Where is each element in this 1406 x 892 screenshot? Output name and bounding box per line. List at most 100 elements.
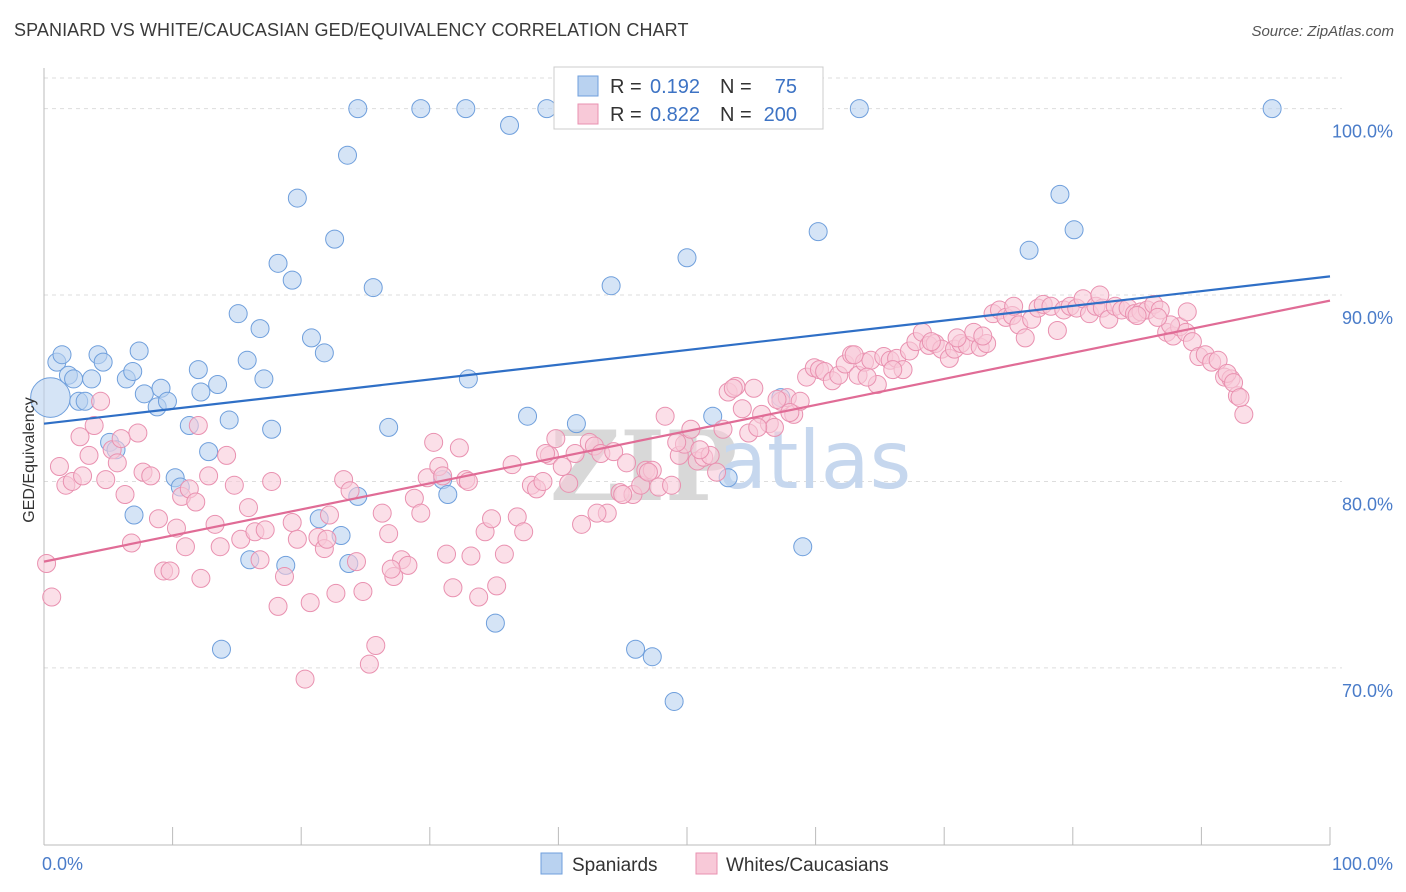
point-spaniards: [1050, 184, 1070, 204]
point-whites: [217, 445, 237, 465]
point-spaniards: [52, 345, 72, 365]
point-spaniards: [677, 248, 697, 268]
point-whites: [353, 581, 373, 601]
point-spaniards: [642, 647, 662, 667]
chart-title: SPANIARD VS WHITE/CAUCASIAN GED/EQUIVALE…: [14, 20, 689, 40]
legend-box: R = 0.192 N = 75 R = 0.822 N = 200: [553, 66, 824, 130]
point-whites: [287, 529, 307, 549]
point-spaniards: [325, 229, 345, 249]
point-spaniards: [124, 505, 144, 525]
point-whites: [379, 524, 399, 544]
point-whites: [148, 509, 168, 529]
point-whites: [1177, 302, 1197, 322]
point-whites: [188, 416, 208, 436]
point-spaniards: [129, 341, 149, 361]
point-whites: [128, 423, 148, 443]
point-spaniards: [808, 222, 828, 242]
point-whites: [317, 529, 337, 549]
point-spaniards: [157, 391, 177, 411]
point-whites: [205, 514, 225, 534]
point-spaniards: [411, 99, 431, 119]
point-whites: [141, 466, 161, 486]
point-whites: [572, 514, 592, 534]
axes: [43, 68, 1331, 846]
point-whites: [487, 576, 507, 596]
x-tick-label: 100.0%: [1332, 854, 1393, 874]
point-whites: [224, 475, 244, 495]
grid-lines: [44, 77, 1342, 669]
point-whites: [262, 471, 282, 491]
point-whites: [469, 587, 489, 607]
point-spaniards: [123, 361, 143, 381]
point-spaniards: [626, 639, 646, 659]
point-spaniards: [208, 375, 228, 395]
point-whites: [546, 429, 566, 449]
point-spaniards: [485, 613, 505, 633]
point-spaniards: [458, 369, 478, 389]
point-whites: [662, 475, 682, 495]
point-whites: [346, 552, 366, 572]
bottom-legend-whites: Whites/Caucasians: [726, 855, 889, 876]
point-spaniards: [438, 485, 458, 505]
point-whites: [282, 512, 302, 532]
point-whites: [96, 470, 116, 490]
point-whites: [79, 445, 99, 465]
legend-r-label-whites: R =: [610, 104, 642, 126]
legend-n-label-whites: N =: [720, 104, 752, 126]
point-spaniards: [518, 406, 538, 426]
point-whites: [667, 432, 687, 452]
trend-line-whites: [43, 299, 1331, 563]
point-spaniards: [1019, 240, 1039, 260]
point-whites: [366, 636, 386, 656]
point-spaniards: [793, 537, 813, 557]
point-whites: [73, 466, 93, 486]
point-whites: [107, 453, 127, 473]
point-whites: [1047, 320, 1067, 340]
y-tick-label: 80.0%: [1342, 494, 1393, 514]
point-spaniards: [268, 253, 288, 273]
point-whites: [883, 360, 903, 380]
point-whites: [1015, 328, 1035, 348]
point-whites: [767, 389, 787, 409]
point-whites: [613, 485, 633, 505]
point-whites: [238, 498, 258, 518]
point-spaniards: [93, 352, 113, 372]
bottom-legend-spaniards: Spaniards: [572, 855, 658, 876]
point-whites: [115, 485, 135, 505]
point-whites: [1230, 388, 1250, 408]
point-spaniards: [664, 691, 684, 711]
point-whites: [732, 399, 752, 419]
point-whites: [1148, 307, 1168, 327]
point-whites: [166, 518, 186, 538]
point-spaniards: [287, 188, 307, 208]
point-whites: [300, 593, 320, 613]
point-whites: [449, 438, 469, 458]
point-spaniards: [1064, 220, 1084, 240]
y-tick-label: 90.0%: [1342, 308, 1393, 328]
y-tick-labels: 70.0% 80.0% 90.0% 100.0%: [1332, 122, 1393, 701]
point-whites: [326, 583, 346, 603]
point-whites: [973, 326, 993, 346]
point-spaniards: [456, 99, 476, 119]
source-label: Source: ZipAtlas.com: [1251, 23, 1394, 40]
trend-line-spaniards: [43, 275, 1331, 425]
point-whites: [1208, 350, 1228, 370]
point-whites: [359, 654, 379, 674]
point-spaniards: [211, 639, 231, 659]
point-whites: [84, 416, 104, 436]
point-whites: [381, 559, 401, 579]
point-spaniards: [250, 319, 270, 339]
point-whites: [186, 492, 206, 512]
point-whites: [655, 406, 675, 426]
point-whites: [191, 568, 211, 588]
point-spaniards: [134, 384, 154, 404]
point-whites: [617, 453, 637, 473]
point-whites: [199, 466, 219, 486]
point-whites: [372, 503, 392, 523]
point-whites: [37, 553, 57, 573]
x-tick-label: 0.0%: [42, 854, 83, 874]
legend-n-whites: 200: [764, 104, 797, 126]
point-whites: [437, 544, 457, 564]
point-whites: [319, 505, 339, 525]
point-whites: [424, 432, 444, 452]
